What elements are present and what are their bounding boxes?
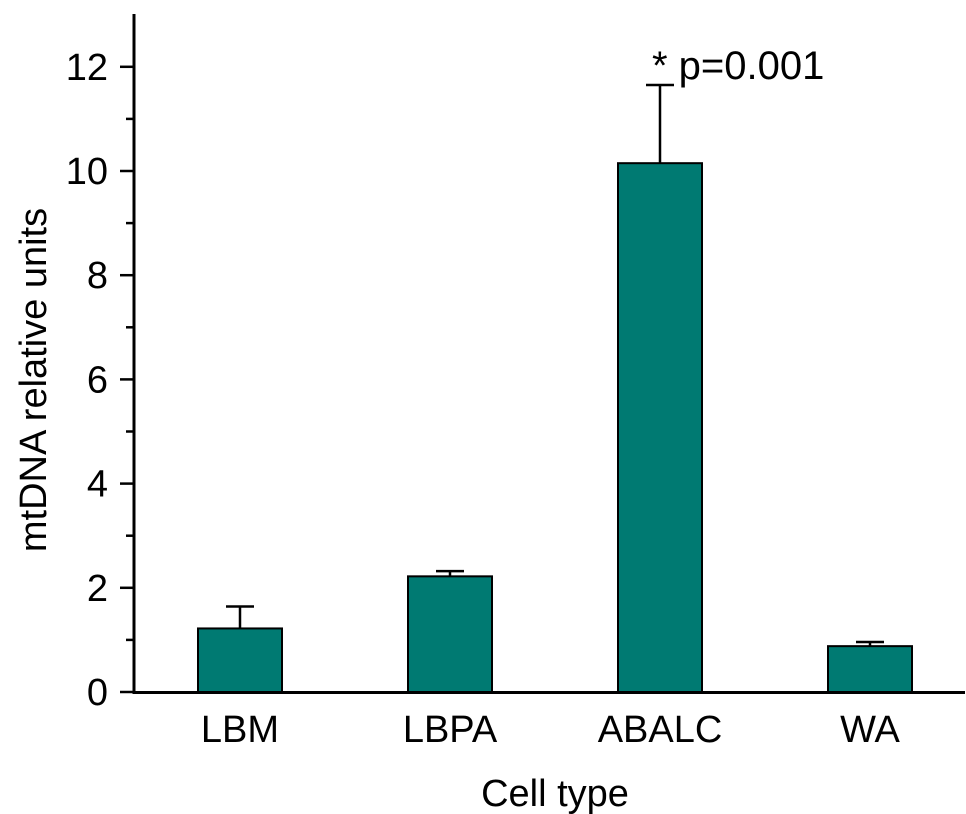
y-tick-label: 10 — [66, 151, 108, 193]
x-tick-label-wa: WA — [840, 709, 900, 751]
y-axis-title: mtDNA relative units — [13, 208, 55, 552]
bar-wa — [827, 645, 913, 693]
y-tick-label: 8 — [87, 255, 108, 297]
y-tick-label: 4 — [87, 464, 108, 506]
bar-abalc — [617, 162, 703, 693]
y-tick-label: 6 — [87, 359, 108, 401]
x-axis-title: Cell type — [481, 773, 629, 814]
x-tick-label-lbm: LBM — [201, 709, 279, 751]
y-tick-label: 0 — [87, 672, 108, 714]
error-bars — [226, 83, 884, 647]
y-ticks: 0 2 4 6 8 10 12 — [66, 47, 134, 714]
annotations: * p=0.001 — [652, 44, 824, 88]
bars — [197, 162, 913, 694]
x-tick-label-abalc: ABALC — [598, 709, 723, 751]
y-tick-label: 12 — [66, 47, 108, 89]
x-tick-label-lbpa: LBPA — [403, 709, 498, 751]
y-tick-label: 2 — [87, 568, 108, 610]
significance-annotation: * p=0.001 — [652, 44, 824, 88]
bar-lbm — [197, 627, 283, 693]
x-tick-labels: LBM LBPA ABALC WA — [201, 709, 901, 751]
bar-lbpa — [407, 575, 493, 694]
